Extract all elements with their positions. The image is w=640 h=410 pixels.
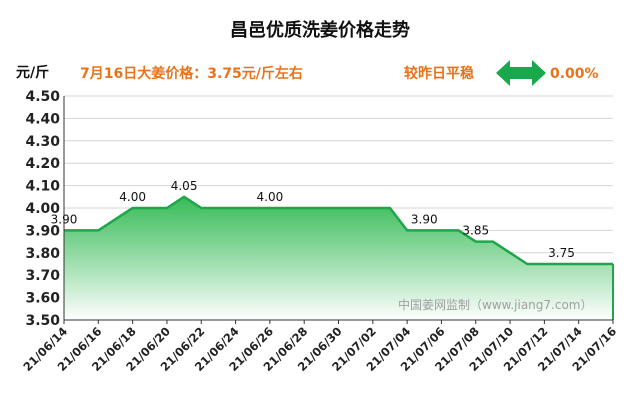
data-label: 3.85 [462,224,489,238]
data-label: 4.00 [257,190,284,204]
y-tick-label: 4.50 [25,89,60,105]
compare-text: 较昨日平稳 [404,65,474,82]
chart-title: 昌邑优质洗姜价格走势 [230,19,410,41]
data-labels: 3.90 4.00 4.05 4.00 3.90 3.85 3.75 [51,179,575,260]
y-tick-label: 3.50 [25,313,60,329]
y-tick-label: 3.70 [25,268,60,284]
price-note: 7月16日大姜价格：3.75元/斤左右 [80,65,303,82]
y-tick-label: 4.30 [25,134,60,150]
price-area-fill [64,196,613,320]
x-axis-ticks: 21/06/1421/06/1621/06/1821/06/2021/06/22… [20,320,619,374]
y-tick-label: 4.00 [25,201,60,217]
plot-area [64,195,614,320]
y-tick-label: 4.10 [25,179,60,195]
y-tick-label: 4.40 [25,111,60,127]
y-tick-label: 3.80 [25,246,60,262]
y-unit-label: 元/斤 [16,64,49,81]
data-label: 3.90 [51,212,78,226]
change-percent: 0.00% [550,66,599,82]
y-tick-label: 4.20 [25,156,60,172]
data-label: 3.75 [548,246,575,260]
y-axis-ticks: 3.50 3.60 3.70 3.80 3.90 4.00 4.10 4.20 4.30 4.40… [25,89,60,329]
watermark: 中国姜网监制（www.jiang7.com） [398,297,592,312]
data-label: 4.00 [119,190,146,204]
double-arrow-left-right-icon [496,60,546,86]
data-label: 4.05 [171,179,198,193]
y-tick-label: 3.60 [25,291,60,307]
price-line [64,195,613,266]
y-tick-label: 3.90 [25,223,60,239]
data-label: 3.90 [411,212,438,226]
